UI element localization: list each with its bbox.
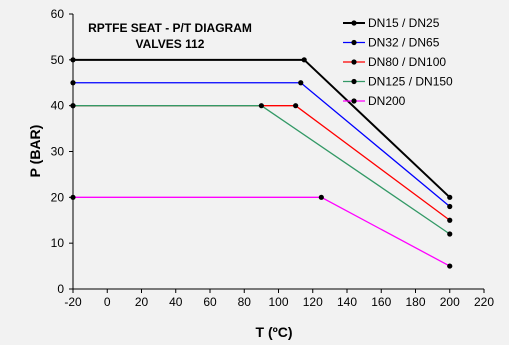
x-tick-label: 160 [371,295,391,309]
x-tick-label: 120 [303,295,323,309]
data-point-dn200 [447,263,453,269]
data-point-dn15-dn25 [70,57,76,63]
x-tick-label: 40 [169,295,183,309]
legend-label-dn80-dn100: DN80 / DN100 [368,55,446,69]
series-line-dn200 [73,196,451,267]
axes: -20 0 20 40 60 80 100 120 140 160 180 200 2200102030… [51,7,495,309]
chart-title-line-2: VALVES 112 [136,37,205,51]
legend-marker-dn125-dn150 [351,78,357,85]
data-point-dn125-dn150 [70,103,76,109]
data-point-dn15-dn25 [447,194,453,200]
data-point-dn32-dn65 [298,80,304,86]
x-tick-label: 180 [405,295,425,309]
x-axis-title: T (ºC) [256,324,293,340]
data-point-dn15-dn25 [301,57,307,63]
chart-title: RPTFE SEAT - P/T DIAGRAM VALVES 112 [88,21,252,51]
data-point-dn200 [318,194,324,200]
data-point-dn125-dn150 [258,103,264,109]
y-tick-label: 50 [51,53,65,67]
data-point-dn32-dn65 [447,203,453,210]
data-point-dn80-dn100 [293,103,299,109]
x-tick-label: 20 [135,295,149,309]
series-line-dn125-dn150 [73,105,451,235]
series-lines [70,57,453,269]
y-tick-label: 30 [51,145,65,159]
data-point-dn200 [70,194,76,200]
y-tick-label: 10 [51,236,65,250]
legend-marker-dn200 [351,98,357,104]
legend-label-dn125-dn150: DN125 / DN150 [368,75,453,89]
x-tick-label: 220 [474,295,494,309]
legend-label-dn200: DN200 [368,94,406,108]
legend: DN15 / DN25 DN32 / DN65 DN80 / DN100 DN125 … [343,16,453,108]
y-axis-title: P (BAR) [27,125,43,178]
data-point-dn32-dn65 [70,80,76,86]
legend-label-dn32-dn65: DN32 / DN65 [368,36,440,50]
x-tick-label: 80 [238,295,252,309]
x-tick-label: 140 [337,295,357,309]
y-tick-label: 60 [51,7,65,21]
legend-marker-dn15-dn25 [351,20,357,26]
chart-title-line-1: RPTFE SEAT - P/T DIAGRAM [88,21,252,35]
data-point-dn80-dn100 [447,217,453,223]
x-tick-label: 60 [203,295,217,309]
x-tick-label: 100 [268,295,288,309]
legend-marker-dn32-dn65 [351,39,357,46]
x-tick-label: 0 [104,295,111,309]
y-tick-label: 0 [57,282,64,296]
x-tick-label: -20 [64,295,82,309]
legend-marker-dn80-dn100 [351,59,357,65]
series-line-dn80-dn100 [73,105,451,221]
data-point-dn125-dn150 [447,231,453,237]
y-tick-label: 40 [51,99,65,113]
y-tick-label: 20 [51,190,65,204]
legend-label-dn15-dn25: DN15 / DN25 [368,16,440,30]
x-tick-label: 200 [440,295,460,309]
